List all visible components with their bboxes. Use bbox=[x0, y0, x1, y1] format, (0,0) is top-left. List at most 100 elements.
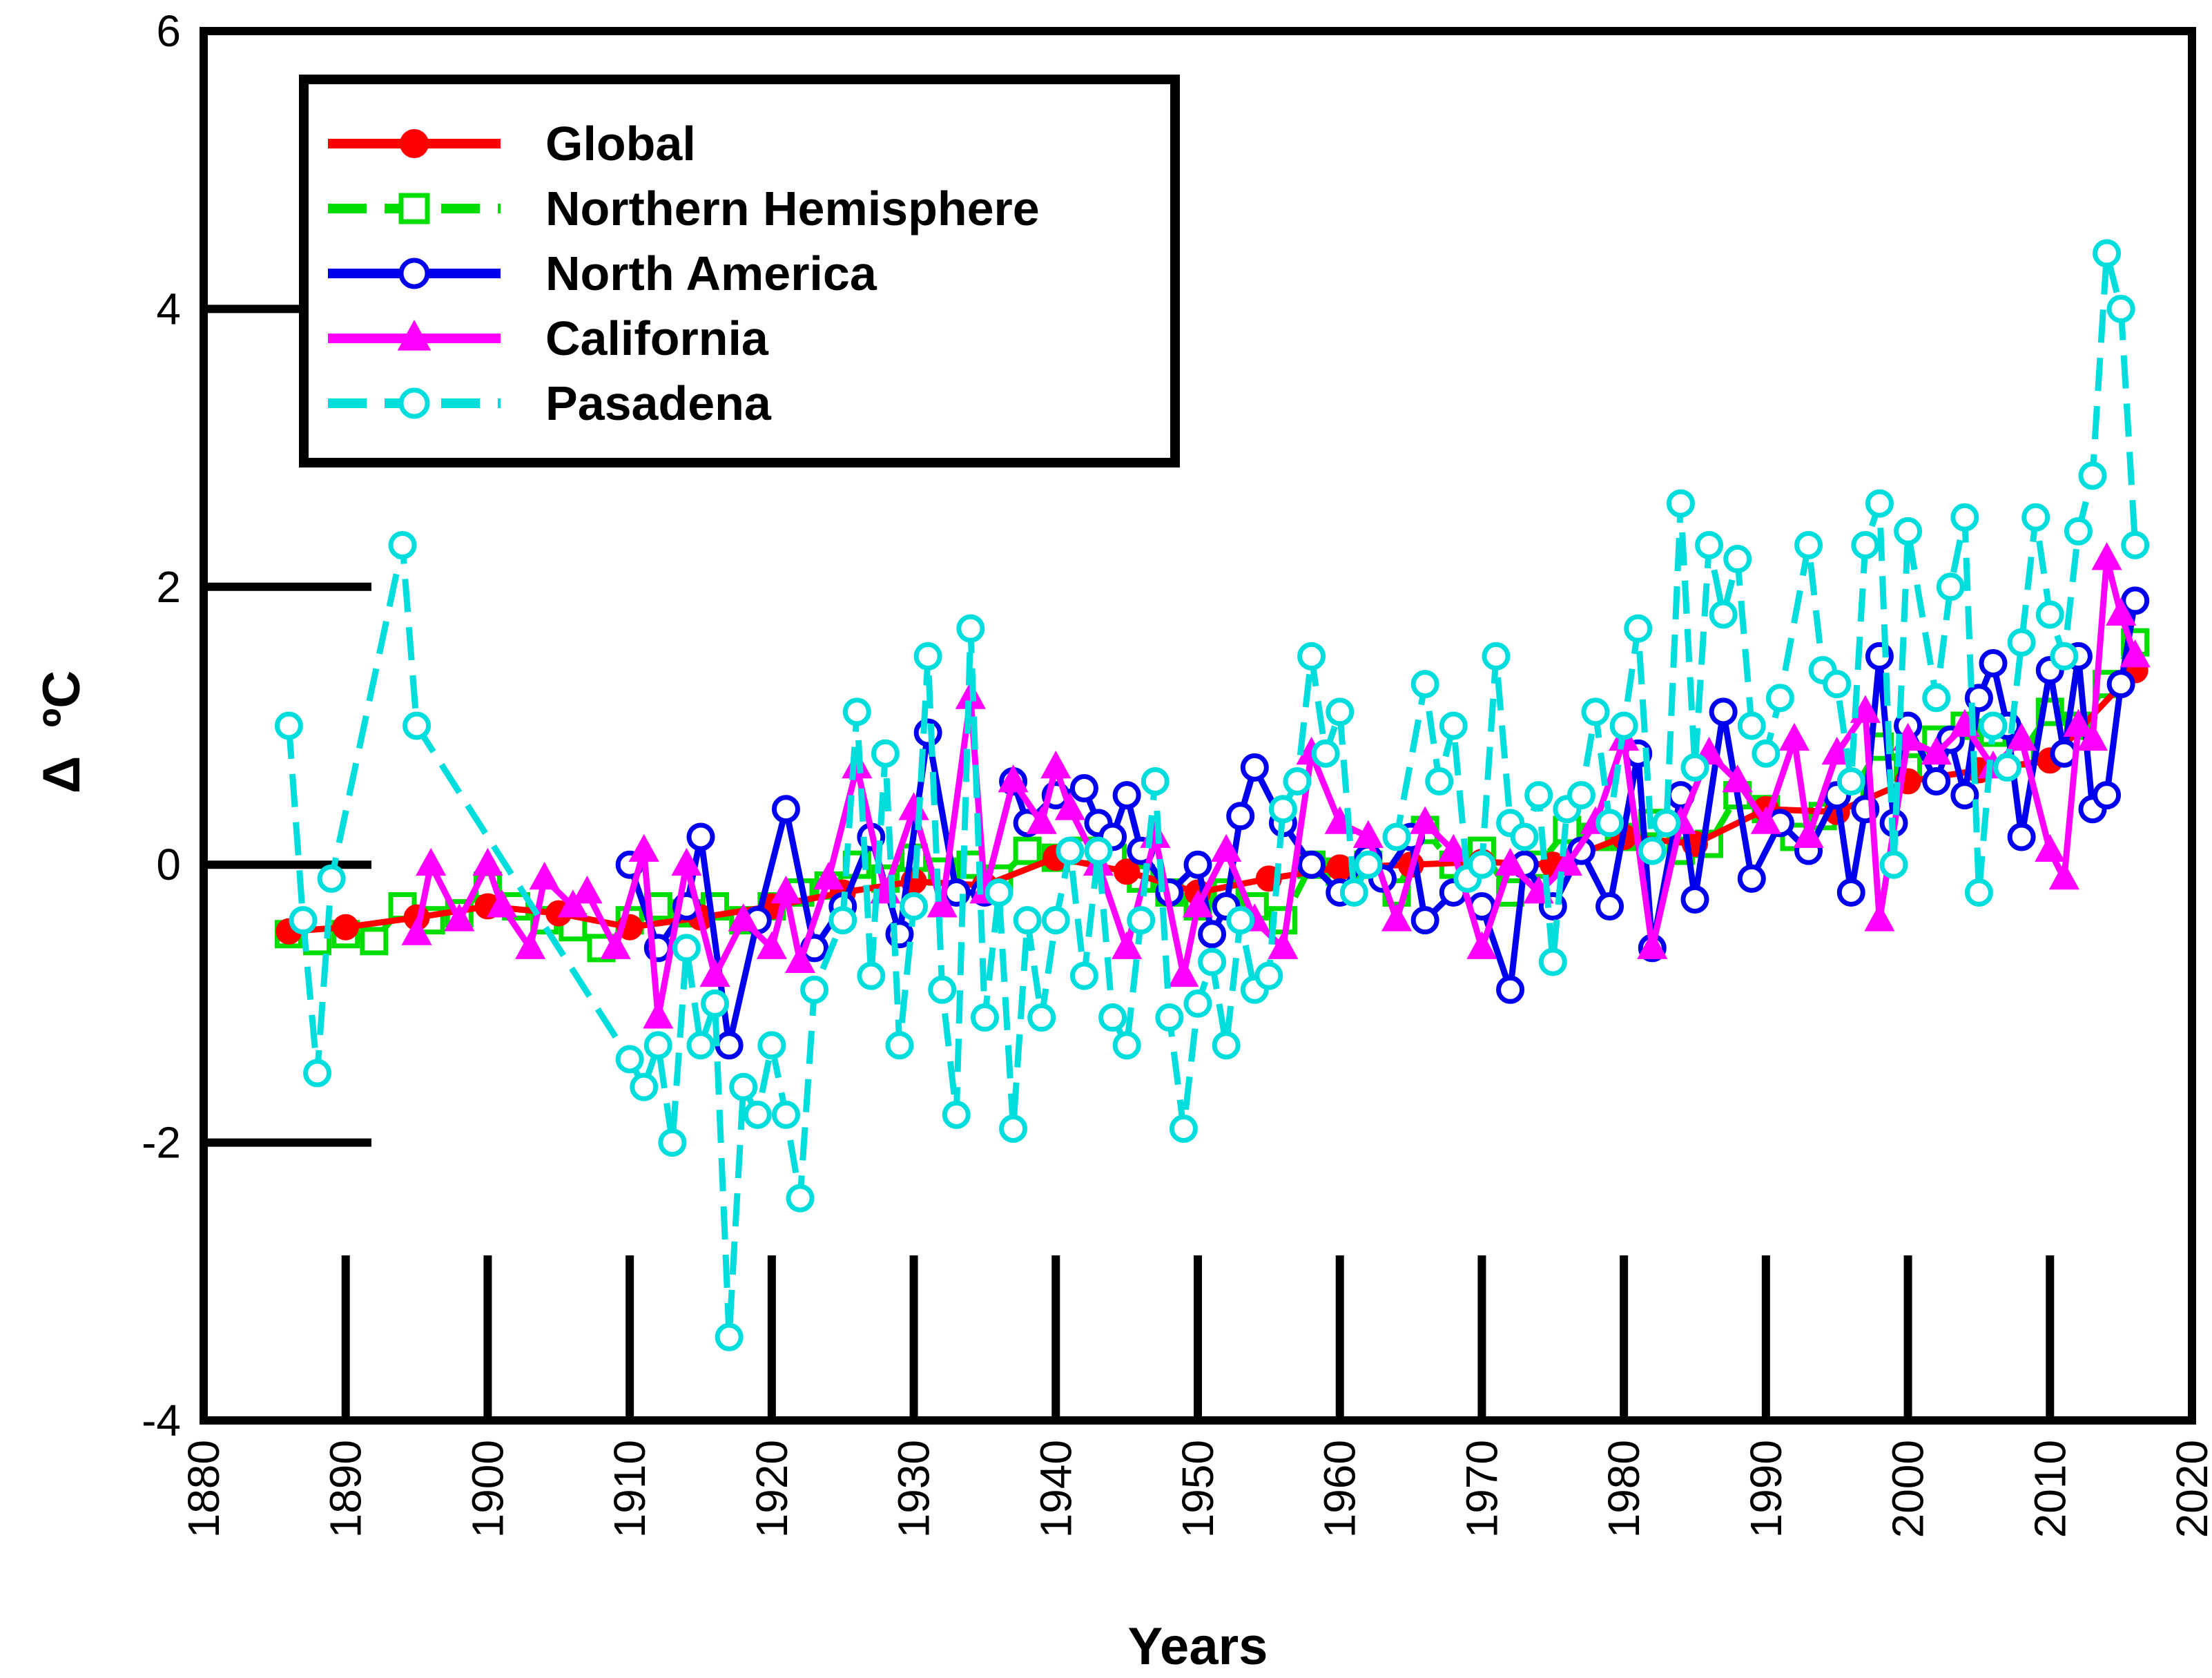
point-north-america-1953 bbox=[1226, 802, 1255, 831]
point-pasadena-1989 bbox=[1737, 711, 1766, 740]
point-pasadena-1887 bbox=[289, 906, 318, 935]
point-pasadena-1952 bbox=[1212, 1031, 1241, 1060]
svg-text:Δ ºC: Δ ºC bbox=[32, 671, 91, 793]
point-california-1997 bbox=[1850, 695, 1881, 723]
point-pasadena-1922 bbox=[786, 1184, 815, 1213]
point-pasadena-2013 bbox=[2078, 461, 2107, 490]
point-pasadena-1895 bbox=[402, 711, 431, 740]
point-california-2013 bbox=[2077, 722, 2108, 751]
point-pasadena-1946 bbox=[1127, 906, 1156, 935]
series-line-north-america bbox=[626, 600, 2139, 1049]
point-california-1903 bbox=[515, 931, 546, 959]
point-north-america-2008 bbox=[2007, 822, 2036, 851]
point-pasadena-1927 bbox=[857, 961, 886, 990]
point-north-america-1958 bbox=[1297, 850, 1326, 879]
point-california-1945 bbox=[1112, 931, 1143, 959]
point-north-america-2016 bbox=[2121, 586, 2150, 615]
x-tick-label-1880: 1880 bbox=[179, 1440, 229, 1538]
point-california-1966 bbox=[1410, 806, 1441, 834]
point-pasadena-1993 bbox=[1794, 530, 1823, 559]
point-california-2002 bbox=[1921, 736, 1952, 765]
point-california-1912 bbox=[643, 1001, 674, 1029]
point-pasadena-2000 bbox=[1894, 517, 1923, 546]
y-tick-label-2: 2 bbox=[156, 562, 181, 612]
point-pasadena-1955 bbox=[1254, 961, 1283, 990]
point-california-1937 bbox=[998, 764, 1029, 793]
point-pasadena-1985 bbox=[1680, 753, 1709, 782]
point-pasadena-1934 bbox=[956, 614, 985, 643]
point-pasadena-1921 bbox=[771, 1100, 800, 1129]
x-tick-label-1940: 1940 bbox=[1031, 1440, 1080, 1538]
point-pasadena-2005 bbox=[1964, 878, 1993, 907]
point-pasadena-1956 bbox=[1268, 795, 1297, 824]
point-global-1945 bbox=[1114, 858, 1141, 885]
point-pasadena-2002 bbox=[1922, 684, 1951, 713]
point-north-america-1979 bbox=[1595, 892, 1624, 921]
legend-item-north-america: North America bbox=[328, 247, 877, 300]
point-pasadena-2012 bbox=[2064, 517, 2093, 546]
point-california-1993 bbox=[1793, 820, 1824, 848]
point-pasadena-1945 bbox=[1112, 1031, 1141, 1060]
point-pasadena-1957 bbox=[1283, 766, 1312, 795]
point-california-1952 bbox=[1211, 833, 1242, 862]
point-pasadena-1919 bbox=[743, 1100, 772, 1129]
point-pasadena-1911 bbox=[630, 1072, 659, 1101]
point-pasadena-1975 bbox=[1538, 947, 1567, 976]
point-north-america-1951 bbox=[1198, 920, 1227, 949]
point-north-america-1950 bbox=[1183, 850, 1212, 879]
point-california-2012 bbox=[2063, 708, 2094, 737]
point-pasadena-2004 bbox=[1950, 503, 1979, 532]
point-pasadena-1939 bbox=[1027, 1003, 1056, 1032]
point-california-2016 bbox=[2119, 639, 2151, 668]
point-pasadena-1970 bbox=[1467, 850, 1496, 879]
legend-item-california: California bbox=[328, 311, 769, 365]
point-pasadena-1986 bbox=[1695, 530, 1724, 559]
point-california-1901 bbox=[486, 889, 518, 918]
point-pasadena-2011 bbox=[2050, 642, 2079, 671]
point-california-1972 bbox=[1495, 847, 1526, 876]
point-pasadena-1998 bbox=[1865, 489, 1894, 518]
point-pasadena-1967 bbox=[1425, 766, 1454, 795]
point-pasadena-1951 bbox=[1198, 947, 1227, 976]
point-northern-hemisphere-1892 bbox=[360, 927, 389, 956]
x-tick-label-1890: 1890 bbox=[321, 1440, 371, 1538]
point-california-1990 bbox=[1750, 806, 1781, 834]
point-pasadena-1958 bbox=[1297, 642, 1326, 671]
point-pasadena-1913 bbox=[658, 1128, 687, 1157]
legend-marker-pasadena bbox=[398, 387, 430, 419]
point-pasadena-1950 bbox=[1183, 989, 1212, 1018]
point-north-america-1954 bbox=[1240, 753, 1269, 782]
point-pasadena-1886 bbox=[274, 711, 303, 740]
point-california-1988 bbox=[1722, 764, 1753, 793]
y-axis-title: Δ ºC bbox=[32, 671, 91, 793]
x-tick-label-1980: 1980 bbox=[1599, 1440, 1649, 1538]
point-california-1970 bbox=[1466, 931, 1497, 959]
legend-label-north-america: North America bbox=[545, 247, 877, 300]
legend-item-northern-hemisphere: Northern Hemisphere bbox=[328, 182, 1040, 235]
point-pasadena-1991 bbox=[1765, 684, 1794, 713]
point-pasadena-1984 bbox=[1666, 489, 1695, 518]
legend-item-pasadena: Pasadena bbox=[328, 376, 772, 430]
point-california-2014 bbox=[2091, 542, 2122, 570]
x-tick-label-2010: 2010 bbox=[2025, 1440, 2075, 1538]
point-pasadena-1997 bbox=[1851, 530, 1880, 559]
point-california-1895 bbox=[401, 917, 432, 945]
point-pasadena-1943 bbox=[1084, 836, 1113, 865]
point-pasadena-1977 bbox=[1566, 781, 1595, 810]
y-tick-label--2: -2 bbox=[142, 1118, 181, 1168]
point-pasadena-1995 bbox=[1823, 670, 1852, 699]
point-pasadena-1988 bbox=[1723, 545, 1752, 574]
legend-label-california: California bbox=[545, 311, 769, 365]
point-north-america-1921 bbox=[771, 795, 800, 824]
point-california-1918 bbox=[728, 903, 759, 932]
point-pasadena-1979 bbox=[1595, 809, 1624, 838]
point-california-1914 bbox=[671, 847, 702, 876]
point-pasadena-2010 bbox=[2035, 600, 2064, 629]
point-pasadena-1918 bbox=[729, 1072, 758, 1101]
point-pasadena-1971 bbox=[1482, 642, 1511, 671]
point-california-1898 bbox=[444, 903, 475, 932]
y-tick-label-0: 0 bbox=[156, 840, 181, 889]
point-california-1992 bbox=[1778, 722, 1810, 751]
point-california-1904 bbox=[529, 861, 560, 890]
point-california-1941 bbox=[1054, 792, 1085, 820]
